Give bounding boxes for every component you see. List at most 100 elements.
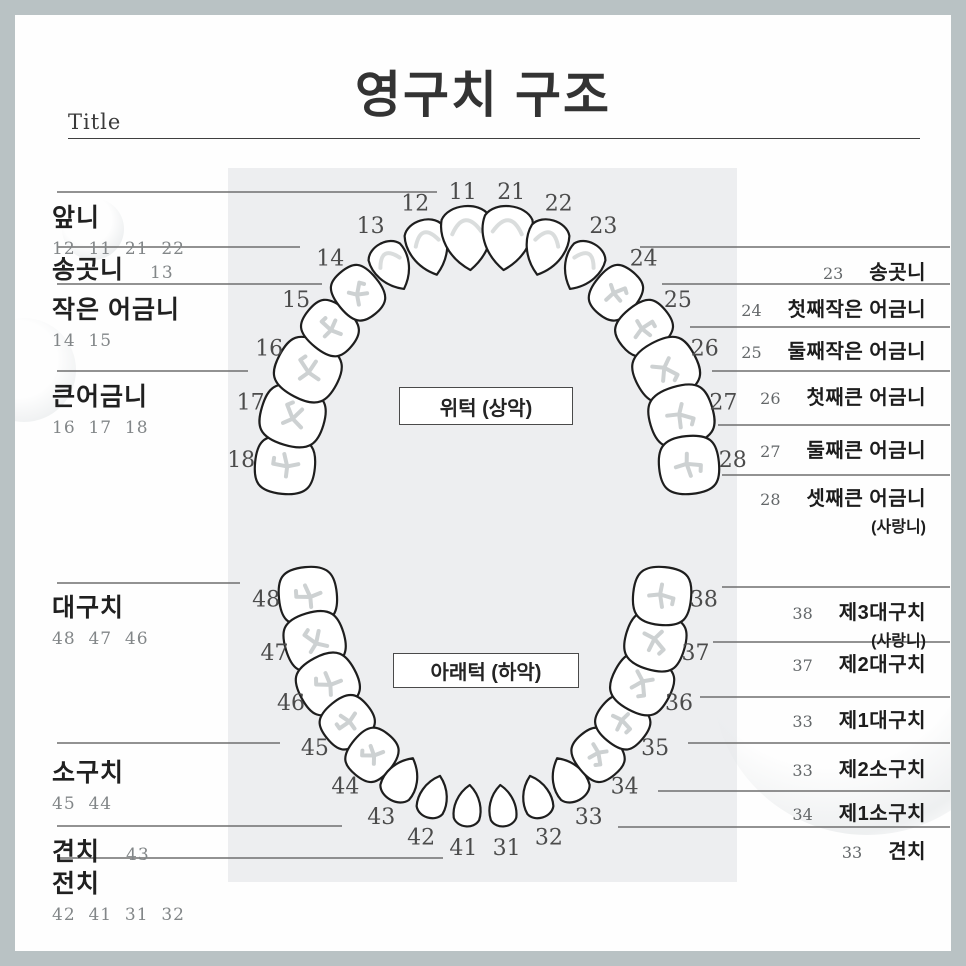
tooth-fissure-mark (611, 712, 632, 735)
tooth-number-ref: 37 (792, 656, 813, 675)
upper-jaw-label: 위턱 (상악) (439, 397, 533, 420)
tooth-group-label: 송곳니 (52, 256, 125, 284)
tooth-highlight-mark (572, 251, 596, 270)
tooth-group-numbers: 12 11 21 22 (52, 239, 185, 259)
tooth-31 (488, 783, 518, 828)
left-label-row-0: 앞니 12 11 21 22 (52, 198, 185, 259)
arch-tooth-number-41: 41 (449, 836, 477, 861)
arch-tooth-number-37: 37 (682, 641, 710, 666)
arch-tooth-number-44: 44 (331, 775, 359, 800)
tooth-number-ref: 33 (841, 843, 863, 862)
arch-tooth-number-26: 26 (691, 337, 719, 362)
tooth-32 (522, 774, 555, 820)
tooth-highlight-mark (450, 218, 484, 237)
lower-jaw-label: 아래턱 (하악) (430, 662, 542, 684)
arch-tooth-number-14: 14 (316, 246, 344, 271)
tooth-group-numbers: 14 15 (52, 331, 113, 351)
tooth-number-ref: 27 (760, 442, 781, 461)
tooth-fissure-mark (297, 354, 321, 382)
tooth-number-ref: 25 (741, 343, 762, 362)
tooth-42 (415, 774, 448, 820)
left-label-row-6: 견치 43 (52, 832, 150, 868)
tooth-group-numbers: 43 (126, 845, 150, 865)
tooth-22 (525, 218, 571, 276)
tooth-name-label: 제3대구치 (838, 602, 926, 624)
arch-tooth-number-46: 46 (277, 691, 305, 716)
tooth-fissure-mark (319, 316, 343, 339)
arch-tooth-number-24: 24 (630, 246, 658, 271)
tooth-group-label: 큰어금니 (52, 383, 149, 411)
tooth-group-label: 견치 (52, 838, 101, 866)
tooth-group-numbers: 42 41 31 32 (52, 905, 185, 925)
left-label-row-7: 전치 42 41 31 32 (52, 864, 185, 925)
tooth-fissure-mark (271, 452, 301, 479)
tooth-highlight-mark (533, 230, 561, 249)
tooth-number-ref: 33 (792, 761, 813, 780)
arch-tooth-number-15: 15 (282, 288, 310, 313)
right-label-row-1: 24 첫째작은 어금니 (741, 293, 926, 322)
tooth-group-numbers: 13 (150, 263, 174, 283)
arch-tooth-number-45: 45 (301, 736, 329, 761)
arch-tooth-number-23: 23 (589, 214, 617, 239)
tooth-name-label: 송곳니 (869, 262, 926, 284)
tooth-name-label: 견치 (888, 841, 926, 863)
diagram-background-panel (228, 168, 737, 882)
arch-tooth-number-13: 13 (357, 214, 385, 239)
tooth-number-ref: 34 (792, 805, 813, 824)
left-label-row-4: 대구치 48 47 46 (52, 588, 149, 649)
tooth-group-numbers: 45 44 (52, 794, 113, 814)
tooth-fissure-mark (647, 582, 676, 609)
tooth-name-label: 둘째큰 어금니 (806, 440, 926, 462)
arch-tooth-number-43: 43 (367, 805, 395, 830)
arch-tooth-number-33: 33 (575, 805, 603, 830)
arch-tooth-number-42: 42 (407, 826, 435, 851)
tooth-44 (344, 726, 400, 784)
tooth-number-ref: 26 (760, 389, 781, 408)
tooth-fissure-mark (642, 629, 666, 656)
right-label-row-10: 34 제1소구치 (792, 797, 926, 826)
right-label-row-7: 37 제2대구치 (792, 648, 926, 677)
tooth-fissure-mark (673, 451, 703, 478)
arch-tooth-number-18: 18 (227, 448, 255, 473)
page-title: 영구치 구조 (355, 67, 611, 123)
tooth-28 (657, 434, 721, 496)
tooth-group-label: 전치 (52, 870, 101, 898)
tooth-number-ref: 33 (792, 712, 813, 731)
arch-tooth-number-31: 31 (493, 836, 521, 861)
right-label-row-2: 25 둘째작은 어금니 (741, 335, 926, 364)
tooth-fissure-mark (280, 400, 305, 430)
tooth-38 (631, 565, 693, 627)
left-label-row-5: 소구치 45 44 (52, 753, 124, 814)
upper-jaw-box: 위턱 (상악) (399, 387, 573, 425)
tooth-group-numbers: 48 47 46 (52, 629, 149, 649)
tooth-13 (367, 239, 411, 291)
tooth-group-numbers: 16 17 18 (52, 418, 149, 438)
tooth-highlight-mark (378, 251, 402, 270)
tooth-highlight-mark (490, 218, 524, 237)
tooth-43 (379, 757, 419, 804)
right-label-row-11: 33 견치 (842, 835, 926, 864)
left-label-row-3: 큰어금니 16 17 18 (52, 377, 149, 438)
tooth-name-label: 제1대구치 (838, 710, 926, 732)
right-label-row-5: 28 셋째큰 어금니 (사랑니) (760, 482, 926, 537)
tooth-fissure-mark (346, 280, 370, 307)
arch-tooth-number-48: 48 (252, 588, 280, 613)
tooth-11 (439, 204, 493, 272)
arch-tooth-number-11: 11 (449, 180, 477, 205)
tooth-name-label: 둘째작은 어금니 (787, 341, 926, 363)
tooth-name-sublabel: (사랑니) (871, 519, 926, 536)
tooth-fissure-mark (633, 319, 657, 340)
tooth-fissure-mark (629, 669, 655, 699)
tooth-number-ref: 38 (792, 604, 813, 623)
right-label-row-9: 33 제2소구치 (792, 753, 926, 782)
tooth-37 (623, 609, 688, 673)
arch-tooth-number-17: 17 (237, 391, 265, 416)
arch-tooth-number-27: 27 (709, 391, 737, 416)
tooth-fissure-mark (314, 671, 343, 697)
tooth-fissure-mark (334, 711, 357, 731)
right-label-row-0: 23 송곳니 (823, 256, 926, 285)
tooth-number-ref: 28 (760, 490, 781, 509)
